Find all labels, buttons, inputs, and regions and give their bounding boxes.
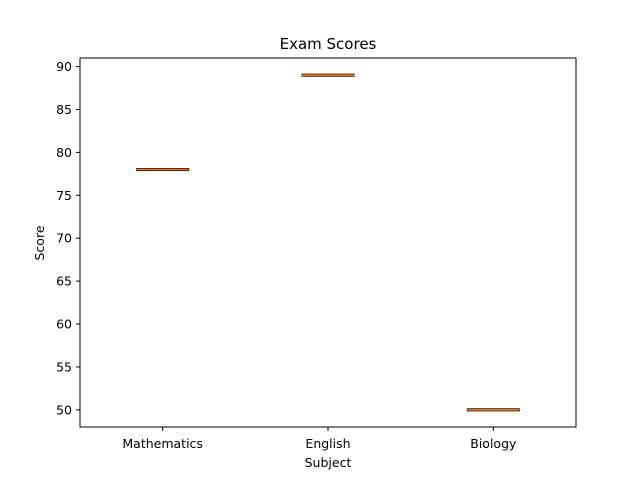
y-axis-label: Score	[32, 225, 47, 260]
boxes	[136, 73, 520, 412]
x-axis: Mathematics English Biology	[122, 427, 517, 451]
y-tick-label: 55	[56, 359, 72, 374]
y-tick-label: 80	[56, 145, 72, 160]
y-tick-label: 50	[56, 402, 72, 417]
y-tick-label: 60	[56, 317, 72, 332]
x-tick-label: English	[305, 436, 350, 451]
y-tick-label: 75	[56, 188, 72, 203]
y-axis: 50 55 60 65 70 75 80 85 90	[56, 59, 80, 417]
y-tick-label: 70	[56, 231, 72, 246]
y-tick-label: 65	[56, 274, 72, 289]
y-tick-label: 85	[56, 102, 72, 117]
x-axis-label: Subject	[305, 455, 352, 470]
x-tick-label: Biology	[470, 436, 517, 451]
chart-title: Exam Scores	[280, 35, 377, 53]
y-tick-label: 90	[56, 59, 72, 74]
x-tick-label: Mathematics	[122, 436, 203, 451]
plot-frame	[79, 57, 577, 428]
